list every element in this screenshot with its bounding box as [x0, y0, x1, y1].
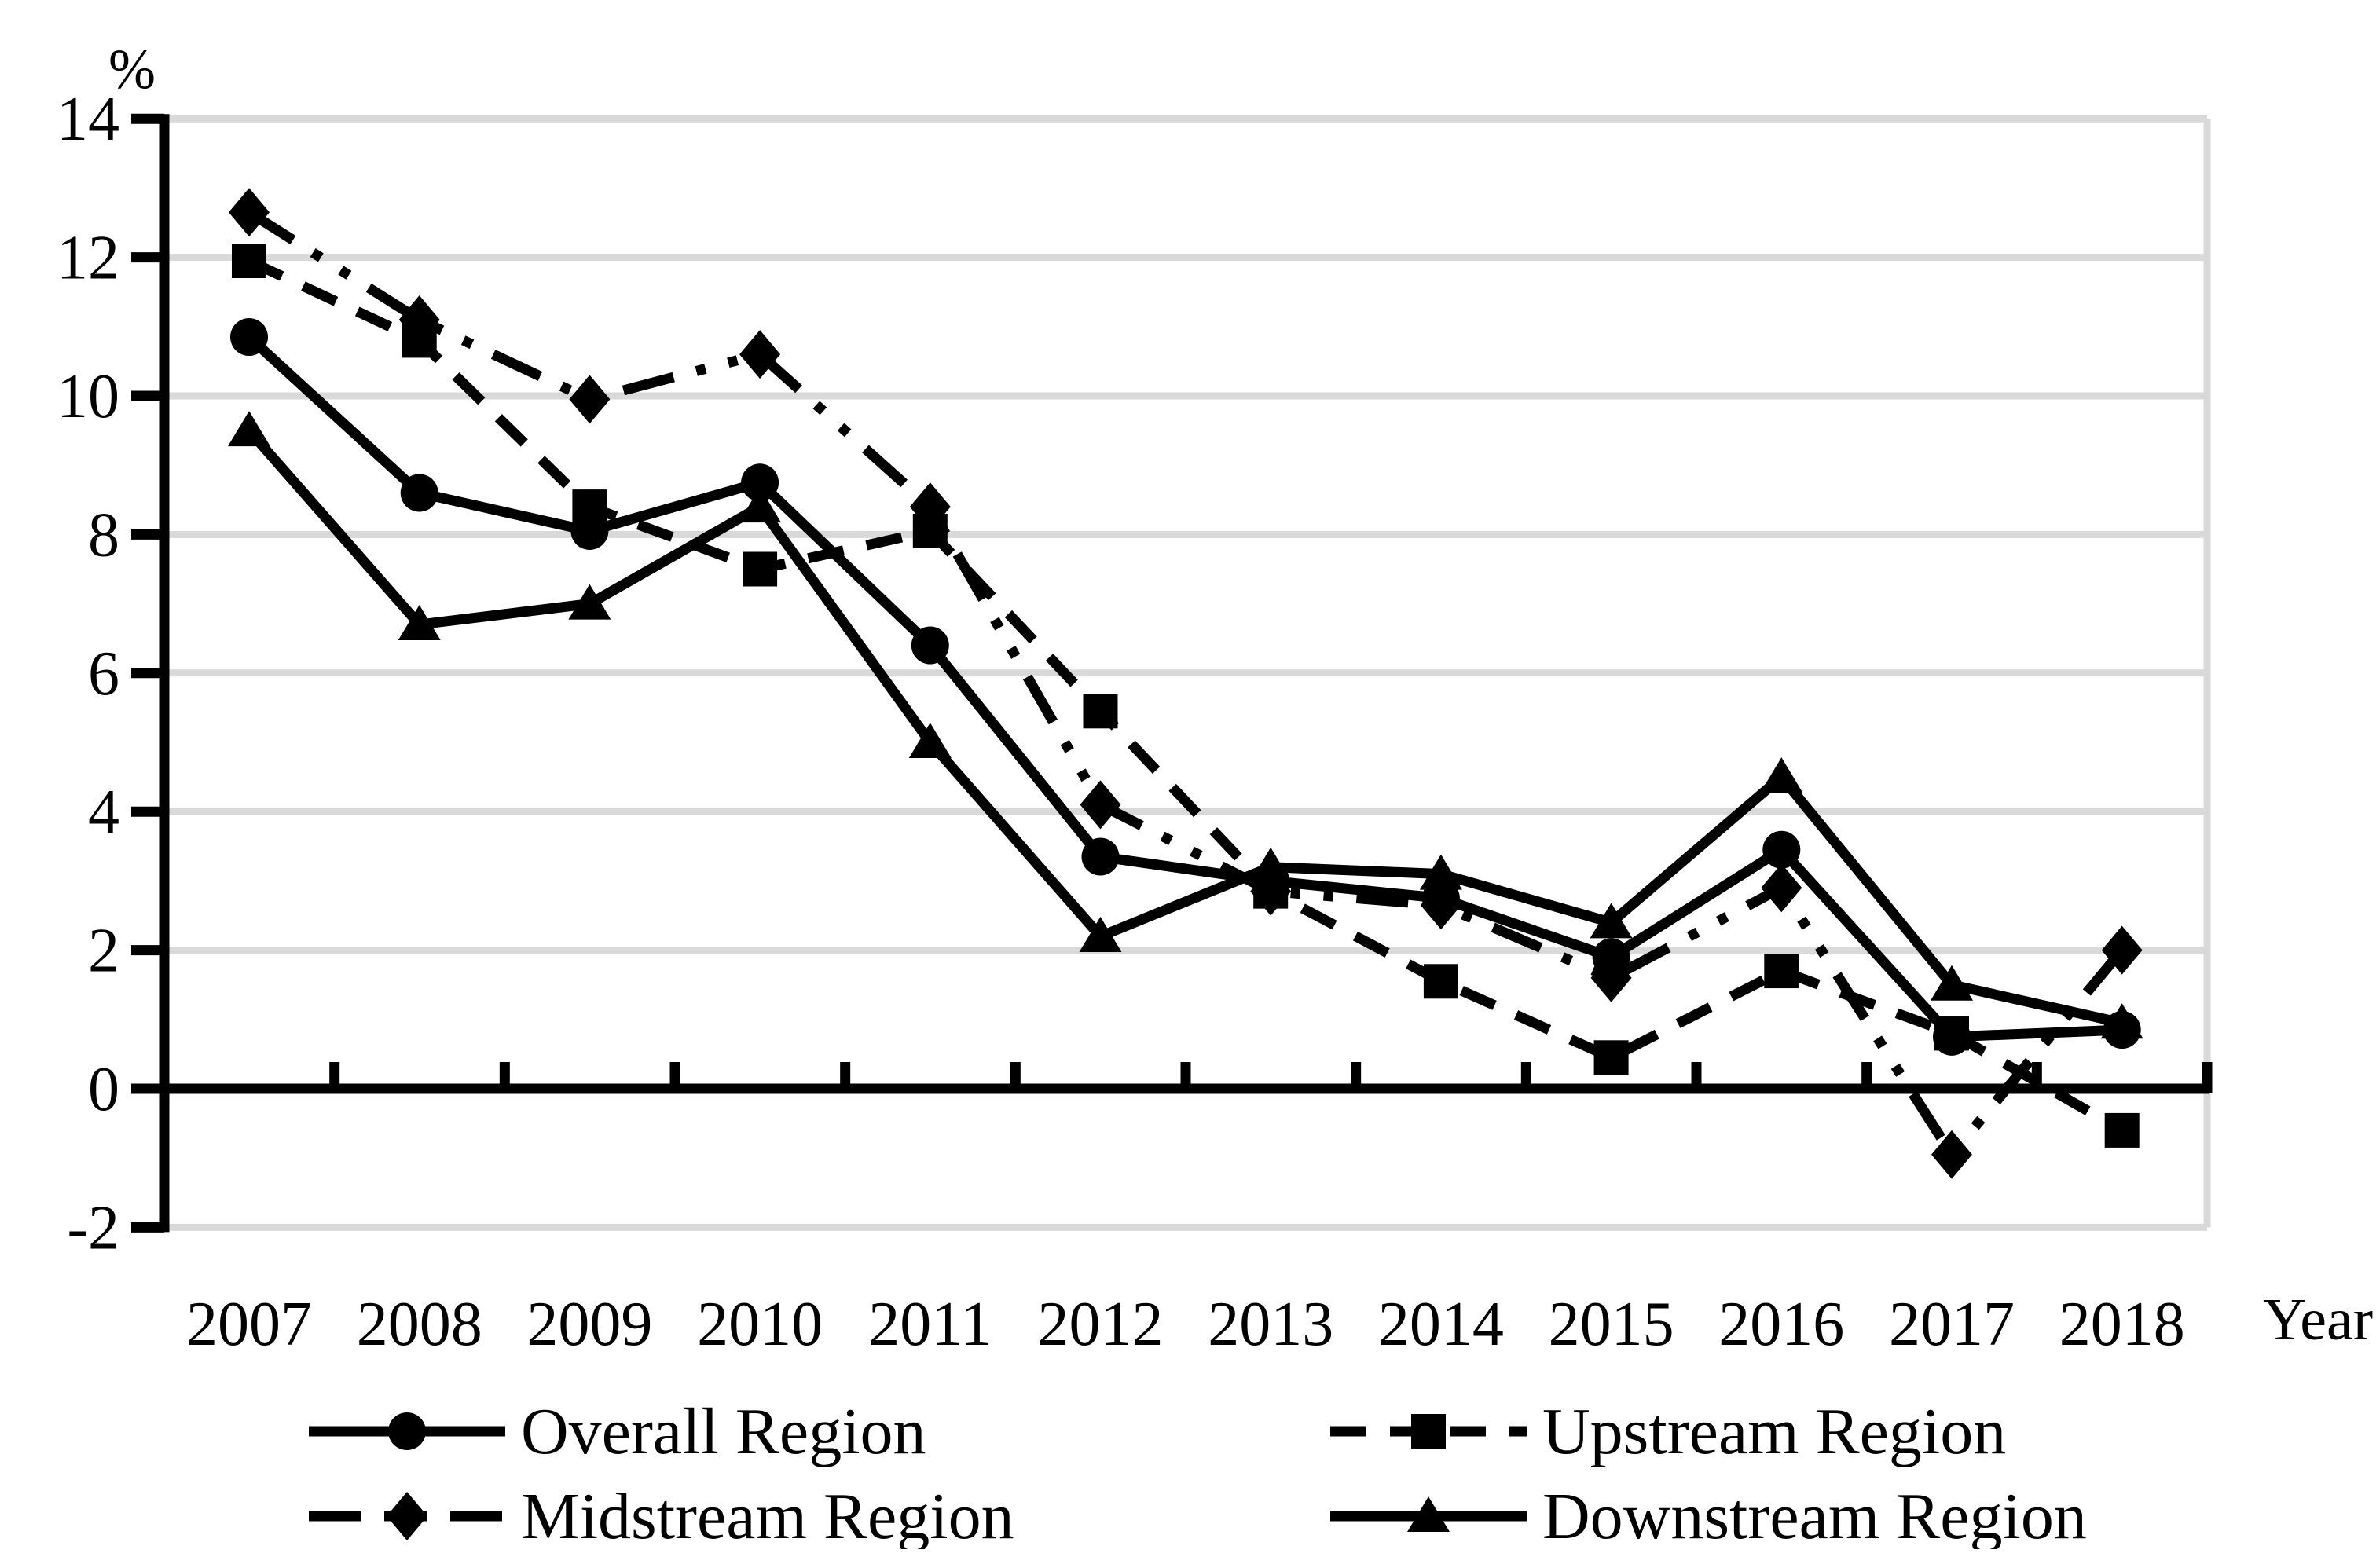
data-point-overall-region-2010: [741, 463, 779, 502]
data-point-midstream-region-2016: [1761, 863, 1802, 913]
x-axis-tick-label: 2010: [697, 1290, 823, 1359]
y-axis-tick-label: 10: [57, 362, 119, 431]
data-point-upstream-region-2017: [1934, 1016, 1969, 1051]
x-axis-tick-label: 2014: [1378, 1290, 1504, 1359]
legend-circle-icon: [388, 1412, 426, 1450]
data-point-midstream-region-2008: [398, 295, 440, 344]
data-point-upstream-region-2009: [572, 489, 607, 525]
x-axis-tick-label: 2013: [1208, 1290, 1333, 1359]
series-line-overall-region: [245, 333, 2122, 1042]
data-point-overall-region-2011: [911, 626, 949, 665]
data-point-overall-region-2012: [1081, 837, 1120, 876]
legend-triangle-icon: [1407, 1496, 1450, 1532]
data-point-midstream-region-2011: [909, 482, 951, 532]
data-point-midstream-region-2015: [1590, 953, 1632, 1002]
y-axis-tick-label: -2: [67, 1193, 119, 1262]
data-point-midstream-region-2009: [569, 375, 611, 424]
series-line-midstream-region: [246, 207, 2126, 1163]
legend-label-midstream-region: Midstream Region: [521, 1480, 1014, 1549]
data-point-midstream-region-2014: [1420, 881, 1461, 930]
data-point-upstream-region-2015: [1593, 1040, 1629, 1075]
data-point-downstream-region-2007: [228, 411, 270, 447]
data-point-midstream-region-2018: [2101, 925, 2143, 975]
x-axis-tick-label: 2018: [2059, 1290, 2185, 1359]
data-point-upstream-region-2010: [743, 551, 778, 587]
data-point-upstream-region-2012: [1083, 694, 1118, 729]
data-point-overall-region-2018: [2103, 1011, 2141, 1049]
data-point-downstream-region-2016: [1760, 757, 1803, 793]
legend-label-upstream-region: Upstream Region: [1542, 1395, 2006, 1468]
data-point-upstream-region-2014: [1423, 964, 1458, 999]
data-point-overall-region-2016: [1762, 830, 1801, 869]
x-axis-tick-label: 2007: [186, 1290, 312, 1359]
data-point-downstream-region-2010: [739, 487, 782, 523]
y-axis-tick-label: 14: [57, 85, 119, 154]
data-point-upstream-region-2016: [1764, 954, 1799, 989]
x-axis-tick-label: 2016: [1718, 1290, 1844, 1359]
x-axis-tick-label: 2008: [357, 1290, 482, 1359]
data-point-downstream-region-2011: [908, 723, 952, 758]
data-point-overall-region-2008: [400, 474, 438, 512]
data-point-downstream-region-2009: [568, 584, 611, 620]
y-axis-tick-label: 12: [57, 224, 119, 293]
y-axis-tick-label: 4: [88, 778, 119, 847]
legend-square-icon: [1411, 1414, 1446, 1449]
data-point-midstream-region-2007: [229, 188, 270, 237]
y-axis-unit-label: %: [108, 38, 156, 101]
x-axis-tick-label: 2012: [1038, 1290, 1164, 1359]
series-line-downstream-region: [245, 427, 2124, 1028]
legend-label-downstream-region: Downstream Region: [1542, 1480, 2087, 1549]
data-point-midstream-region-2017: [1931, 1130, 1972, 1179]
data-point-downstream-region-2008: [398, 605, 441, 641]
data-point-upstream-region-2007: [232, 244, 266, 279]
x-axis-tick-label: 2017: [1889, 1290, 2015, 1359]
x-axis-tick-label: 2011: [868, 1290, 992, 1359]
x-axis-unit-label: Year: [2263, 1287, 2373, 1353]
y-axis-tick-label: 8: [88, 500, 119, 570]
data-point-midstream-region-2010: [739, 330, 781, 379]
legend-label-overall-region: Overall Region: [521, 1395, 926, 1468]
x-axis-tick-label: 2015: [1549, 1290, 1674, 1359]
data-point-downstream-region-2014: [1419, 854, 1462, 890]
data-point-overall-region-2007: [230, 318, 268, 357]
data-point-midstream-region-2012: [1080, 780, 1121, 830]
data-point-downstream-region-2015: [1590, 903, 1633, 939]
y-axis-tick-label: 6: [88, 639, 119, 709]
y-axis-tick-label: 0: [88, 1055, 119, 1124]
series-line-upstream-region: [247, 256, 2125, 1135]
legend-diamond-icon: [387, 1492, 427, 1540]
y-axis-tick-label: 2: [88, 917, 119, 986]
data-point-midstream-region-2013: [1250, 866, 1292, 916]
x-axis-tick-label: 2009: [526, 1290, 652, 1359]
data-point-upstream-region-2018: [2104, 1112, 2140, 1148]
data-point-downstream-region-2017: [1931, 965, 1973, 1001]
data-point-downstream-region-2012: [1079, 916, 1122, 952]
